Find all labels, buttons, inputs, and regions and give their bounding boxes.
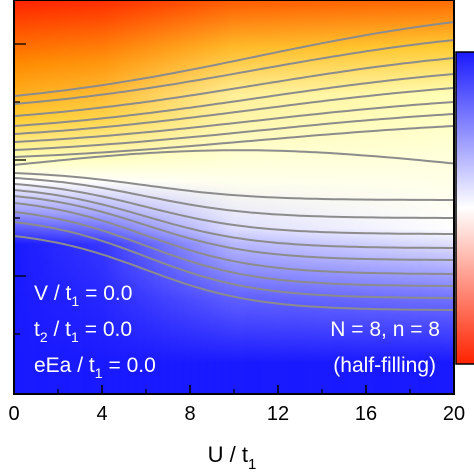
- colorbar: [455, 51, 474, 365]
- x-tick-label: 12: [267, 403, 289, 425]
- contour-line: [14, 57, 454, 117]
- contour-line: [14, 177, 454, 219]
- param-eea-label: eEa / t1 = 0.0: [34, 354, 156, 381]
- x-axis-title: U / t1: [208, 442, 257, 473]
- x-axis-ticks: 0 4 8 12 16 20: [8, 385, 465, 425]
- contour-line: [14, 87, 454, 135]
- contour-line: [14, 73, 454, 127]
- contour-line: [14, 221, 454, 299]
- y-axis-ticks: [14, 43, 26, 335]
- contour-line: [14, 183, 454, 235]
- contour-line: [14, 101, 454, 143]
- contour-line: [14, 195, 454, 261]
- contour-line: [14, 113, 454, 151]
- x-tick-label: 16: [355, 403, 377, 425]
- contour-line: [14, 235, 454, 311]
- x-tick-label: 8: [184, 403, 195, 425]
- x-tick-label: 0: [8, 403, 19, 425]
- contour-line: [14, 21, 454, 97]
- contour-line: [14, 125, 454, 158]
- param-v-label: V / t1 = 0.0: [34, 282, 132, 309]
- contour-line: [14, 172, 454, 201]
- contour-line: [14, 202, 454, 275]
- contour-lines: [14, 21, 454, 311]
- x-tick-label: 4: [96, 403, 107, 425]
- x-tick-label: 20: [443, 403, 465, 425]
- contour-line: [14, 149, 454, 166]
- contour-line: [14, 189, 454, 249]
- contour-line: [14, 39, 454, 105]
- param-t2-label: t2 / t1 = 0.0: [34, 318, 132, 345]
- filling-label: (half-filling): [333, 354, 436, 377]
- contour-line: [14, 211, 454, 287]
- system-size-label: N = 8, n = 8: [330, 318, 440, 341]
